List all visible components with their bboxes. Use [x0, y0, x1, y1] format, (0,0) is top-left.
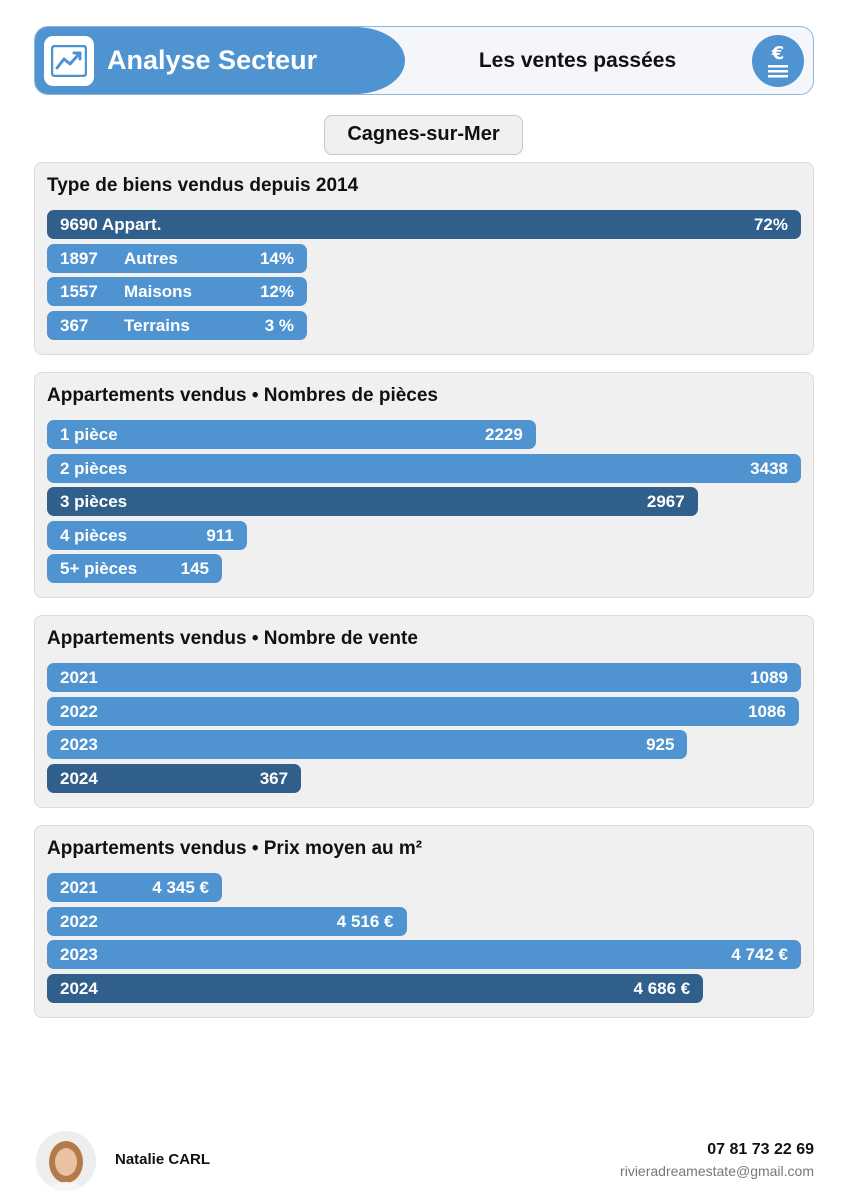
agent-avatar — [36, 1131, 96, 1191]
bar-value-label: 2967 — [646, 492, 685, 511]
bar-category-label: 2 pièces — [60, 458, 128, 478]
chart-trend-icon — [51, 45, 87, 77]
bar-category-label: 3 pièces — [60, 492, 128, 511]
bar-value-label: 2229 — [485, 425, 523, 444]
chart-bar: 2022 1086 — [47, 696, 799, 726]
bar-category-label: 2023 — [60, 735, 98, 754]
bar-percent-label: 72% — [753, 215, 788, 234]
bar-category-label: 1 pièce — [60, 425, 118, 444]
chart-bar: 2021 4 345 € — [47, 873, 222, 902]
bar-count-label: 1897 — [60, 248, 98, 268]
chart-bar: 5+ pièces 145 — [47, 554, 222, 583]
bar-value-label: 4 742 € — [731, 945, 788, 964]
bar-value-label: 911 — [206, 525, 234, 545]
euro-banknote-icon: € — [768, 43, 788, 78]
bar-value-label: 3438 — [750, 458, 788, 478]
price-per-m2-panel: Appartements vendus • Prix moyen au m² 2… — [34, 825, 814, 1018]
bar-percent-label: 14% — [259, 248, 294, 268]
bar-category-label: Autres — [124, 248, 178, 268]
bar-percent-label: 3 % — [264, 315, 294, 335]
chart-bar: 1 pièce 2229 — [47, 420, 536, 449]
bar-category-label: 2022 — [60, 911, 98, 931]
agent-name: Natalie CARL — [115, 1151, 211, 1168]
chart-bar: 2023 4 742 € — [47, 940, 801, 969]
page-title: Analyse Secteur — [107, 45, 318, 75]
bar-value-label: 1086 — [748, 701, 786, 721]
bar-category-label: Terrains — [124, 315, 190, 335]
chart-bar: 2 pièces 3438 — [47, 453, 801, 483]
bar-percent-label: 12% — [259, 282, 294, 301]
agent-phone[interactable]: 07 81 73 22 69 — [707, 1141, 814, 1158]
bar-count-label: 9690 Appart. — [60, 215, 162, 234]
chart-bar: 1897 Autres 14% — [47, 243, 307, 273]
chart-bar: 2024 4 686 € — [47, 973, 704, 1003]
bar-count-label: 367 — [60, 315, 89, 335]
bar-count-label: 1557 — [60, 282, 98, 301]
bar-value-label: 4 686 € — [633, 978, 691, 998]
bar-category-label: 5+ pièces — [60, 559, 138, 578]
chart-bar: 2021 1089 — [47, 663, 801, 692]
header-title-block: Analyse Secteur — [35, 27, 405, 94]
bar-value-label: 1089 — [750, 668, 788, 687]
bar-category-label: 2024 — [60, 768, 98, 788]
bar-value-label: 367 — [259, 768, 289, 788]
chart-bar: 367 Terrains 3 % — [47, 310, 307, 340]
chart-title: Appartements vendus • Nombres de pièces — [47, 385, 438, 406]
chart-title: Type de biens vendus depuis 2014 — [47, 175, 359, 196]
chart-bar: 2024 367 — [47, 763, 302, 793]
page-header: Analyse Secteur Les ventes passées € — [34, 26, 814, 95]
page-subtitle: Les ventes passées — [478, 49, 677, 72]
bar-value-label: 4 516 € — [336, 911, 394, 931]
chart-bar: 2023 925 — [47, 730, 688, 759]
chart-bar: 4 pièces 911 — [47, 520, 247, 550]
agent-portrait-icon — [36, 1131, 96, 1191]
bar-category-label: Maisons — [124, 282, 193, 301]
chart-bar: 2022 4 516 € — [47, 906, 407, 936]
rooms-panel: Appartements vendus • Nombres de pièces … — [34, 372, 814, 598]
bar-category-label: 2021 — [60, 878, 98, 897]
agent-email[interactable]: rivieradreamestate@gmail.com — [620, 1163, 814, 1179]
sales-count-panel: Appartements vendus • Nombre de vente 20… — [34, 615, 814, 808]
bar-category-label: 2023 — [60, 945, 98, 964]
bar-value-label: 925 — [646, 735, 675, 754]
chart-bar: 1557 Maisons 12% — [47, 277, 307, 306]
euro-badge: € — [752, 35, 804, 87]
bar-value-label: 4 345 € — [152, 878, 209, 897]
bar-category-label: 4 pièces — [60, 525, 128, 545]
bar-value-label: 145 — [180, 559, 209, 578]
chart-bar: 3 pièces 2967 — [47, 487, 698, 516]
city-label: Cagnes-sur-Mer — [324, 115, 523, 155]
logo-badge — [44, 36, 94, 86]
property-type-panel: Type de biens vendus depuis 2014 9690 Ap… — [34, 162, 814, 355]
chart-title: Appartements vendus • Prix moyen au m² — [47, 838, 423, 859]
svg-text:€: € — [771, 43, 785, 64]
chart-bar: 9690 Appart. 72% — [47, 210, 801, 239]
bar-category-label: 2024 — [60, 978, 98, 998]
bar-category-label: 2021 — [60, 668, 98, 687]
chart-title: Appartements vendus • Nombre de vente — [47, 628, 418, 649]
bar-category-label: 2022 — [60, 701, 98, 721]
